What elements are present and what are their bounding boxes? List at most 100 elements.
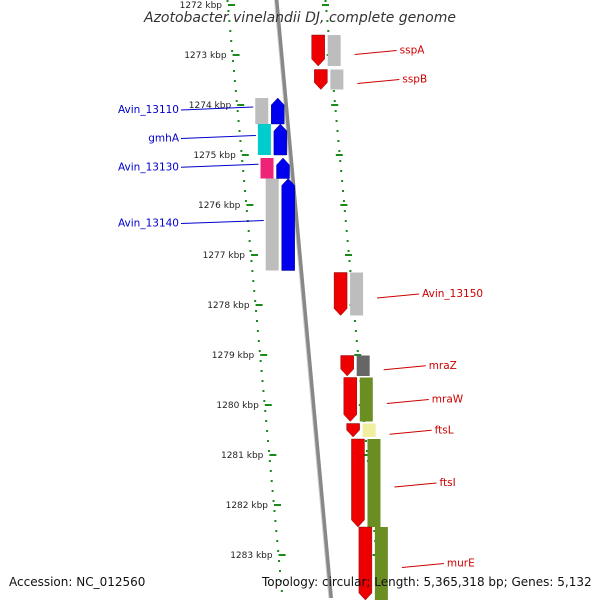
left-boundary-dot bbox=[260, 370, 263, 372]
left-boundary-dot bbox=[263, 400, 266, 402]
cog-bar bbox=[356, 355, 370, 376]
right-boundary-dot bbox=[338, 150, 341, 152]
left-boundary-dot bbox=[253, 290, 256, 292]
left-boundary-dot bbox=[254, 300, 257, 302]
gene-label: Avin_13130 bbox=[118, 161, 179, 173]
left-boundary-dot bbox=[241, 160, 244, 162]
cog-bar bbox=[265, 178, 279, 271]
left-boundary-dot bbox=[267, 440, 270, 442]
right-boundary-dot bbox=[365, 450, 368, 452]
right-boundary-dot bbox=[326, 20, 329, 22]
forward-gene-arrow bbox=[276, 157, 290, 179]
right-boundary-dot bbox=[327, 30, 330, 32]
backbone-highlight bbox=[273, 0, 330, 599]
left-boundary-dot bbox=[244, 190, 247, 192]
tick-label: 1278 kbp bbox=[207, 301, 250, 311]
gene-arrows bbox=[271, 34, 373, 600]
left-boundary-dot bbox=[269, 470, 272, 472]
cog-bar bbox=[257, 124, 271, 155]
forward-gene-arrow bbox=[271, 97, 285, 125]
tick-label: 1273 kbp bbox=[184, 51, 227, 61]
right-boundary-dot bbox=[333, 100, 336, 102]
left-boundary-dot bbox=[274, 520, 277, 522]
cog-bar bbox=[367, 439, 381, 527]
gene-label-leader bbox=[354, 50, 397, 55]
tick-label: 1281 kbp bbox=[221, 451, 264, 461]
left-boundary-dot bbox=[249, 250, 252, 252]
right-boundary-dot bbox=[345, 230, 348, 232]
right-boundary-dot bbox=[373, 530, 376, 532]
cog-bar bbox=[255, 98, 269, 124]
left-boundary-dot bbox=[255, 310, 258, 312]
left-boundary-dot bbox=[277, 550, 280, 552]
right-boundary-dot bbox=[336, 130, 339, 132]
tick-label: 1277 kbp bbox=[203, 251, 246, 261]
left-boundary-dot bbox=[262, 390, 265, 392]
right-boundary-dot bbox=[344, 220, 347, 222]
left-boundary-dot bbox=[275, 530, 278, 532]
left-boundary-dot bbox=[247, 230, 250, 232]
genome-title: Azotobacter vinelandii DJ, complete geno… bbox=[144, 10, 456, 26]
left-boundary-dot bbox=[256, 330, 259, 332]
left-boundary-dot bbox=[243, 180, 246, 182]
left-boundary-dot bbox=[232, 60, 235, 62]
left-boundary-dot bbox=[231, 50, 234, 52]
cog-bar bbox=[362, 423, 376, 437]
left-boundary-dot bbox=[270, 480, 273, 482]
left-boundary-dot bbox=[257, 340, 260, 342]
left-boundary-dot bbox=[229, 30, 232, 32]
left-boundary-dot bbox=[226, 0, 229, 3]
tick-label: 1276 kbp bbox=[198, 201, 241, 211]
reverse-gene-arrow bbox=[358, 526, 373, 600]
left-boundary-dot bbox=[233, 80, 236, 82]
reverse-gene-arrow bbox=[340, 355, 354, 377]
left-boundary-dot bbox=[259, 360, 262, 362]
left-boundary-dot bbox=[235, 100, 238, 102]
gene-labels: sspA sspB Avin_13110 gmhA Avin_13130 Avin_131… bbox=[118, 45, 483, 570]
left-boundary-dot bbox=[240, 150, 243, 152]
left-boundary-dot bbox=[237, 120, 240, 122]
tick-label: 1274 kbp bbox=[189, 101, 232, 111]
left-boundary-dot bbox=[268, 460, 271, 462]
gene-label: sspA bbox=[400, 45, 426, 57]
gene-label-leader bbox=[394, 482, 437, 488]
gene-label-leader bbox=[377, 293, 420, 299]
right-boundary-dot bbox=[353, 320, 356, 322]
gene-label-leader bbox=[389, 429, 432, 435]
right-boundary-dot bbox=[324, 0, 327, 3]
left-boundary-dot bbox=[251, 270, 254, 272]
gene-label-leader bbox=[180, 106, 254, 111]
right-boundary-dot bbox=[334, 110, 337, 112]
gene-label: ftsL bbox=[435, 424, 454, 436]
genome-backbone bbox=[273, 0, 333, 599]
gene-label-leader bbox=[357, 79, 400, 84]
left-boundary-dot bbox=[248, 240, 251, 242]
left-boundary-dot bbox=[272, 500, 275, 502]
left-boundary-dot bbox=[266, 430, 269, 432]
gene-label: mraZ bbox=[429, 360, 457, 372]
tick-label: 1280 kbp bbox=[216, 401, 259, 411]
gene-label: mraW bbox=[432, 394, 464, 406]
left-boundary-dot bbox=[236, 110, 239, 112]
left-boundary-dot bbox=[255, 320, 258, 322]
left-boundary-dot bbox=[250, 260, 253, 262]
scale-ticks: 1272 kbp 1273 kbp 1274 kbp 1275 kbp 1276 kbp… bbox=[180, 1, 380, 561]
left-boundary-dot bbox=[232, 70, 235, 72]
gene-label: gmhA bbox=[148, 133, 180, 145]
tick-label: 1275 kbp bbox=[193, 151, 236, 161]
topology-text: Topology: circular; Length: 5,365,318 bp… bbox=[262, 575, 592, 589]
right-boundary-dot bbox=[332, 90, 335, 92]
cog-bar bbox=[260, 158, 274, 179]
cog-bar bbox=[330, 69, 344, 90]
left-boundary-dot bbox=[228, 20, 231, 22]
reverse-gene-arrow bbox=[311, 34, 325, 67]
right-boundary-dot bbox=[355, 340, 358, 342]
left-boundary-dot bbox=[265, 420, 268, 422]
left-boundary-dot bbox=[252, 280, 255, 282]
right-boundary-dot bbox=[348, 260, 351, 262]
gene-label-leader bbox=[180, 220, 264, 224]
left-boundary-dot bbox=[230, 40, 233, 42]
right-boundary-dot bbox=[340, 170, 343, 172]
tick-label: 1272 kbp bbox=[180, 1, 223, 11]
